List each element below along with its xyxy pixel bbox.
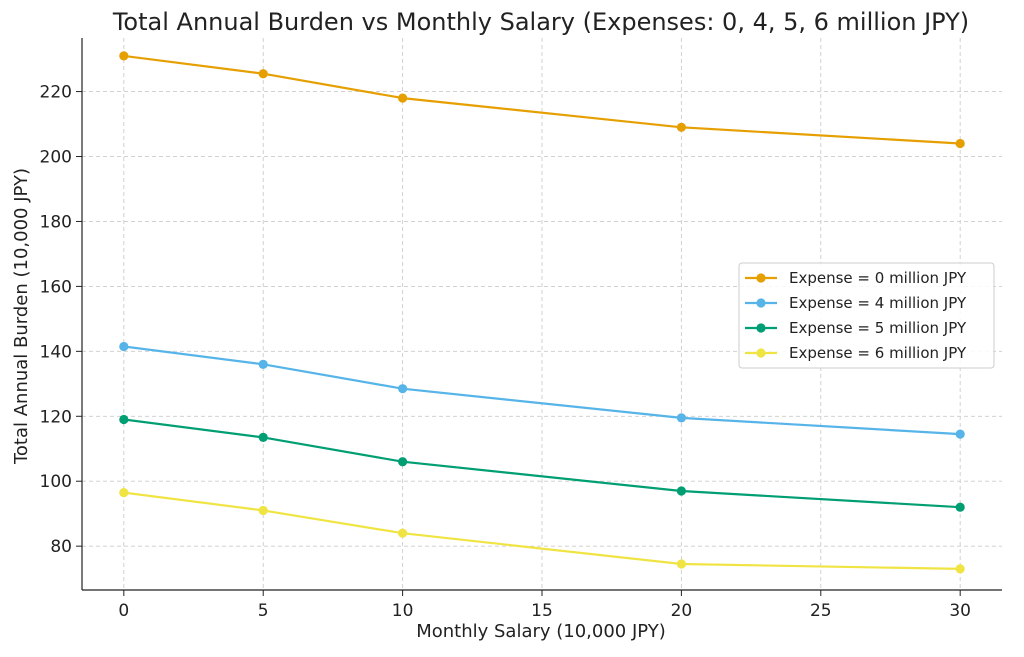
legend-label: Expense = 5 million JPY (789, 319, 967, 337)
series-lines (119, 51, 965, 574)
legend: Expense = 0 million JPY Expense = 4 milli… (738, 262, 995, 369)
data-point-series-3 (258, 505, 268, 516)
y-tick-label: 160 (40, 277, 72, 297)
tick-labels: 0 5 10 15 20 25 30 80 100 120 140 160 180 200 220 (40, 83, 971, 621)
data-point-series-1 (955, 429, 965, 439)
data-point-series-3 (955, 564, 965, 574)
y-tick-label: 100 (40, 472, 72, 492)
data-point-series-0 (955, 138, 965, 149)
data-point-series-1 (398, 384, 408, 394)
data-point-series-0 (676, 122, 686, 132)
data-point-series-1 (676, 413, 686, 423)
data-point-series-3 (119, 487, 129, 498)
legend-swatch-marker (756, 298, 766, 308)
legend-label: Expense = 4 million JPY (789, 294, 967, 312)
data-point-series-0 (119, 51, 129, 61)
data-point-series-3 (398, 528, 408, 538)
x-tick-label: 5 (258, 601, 269, 621)
data-point-series-2 (676, 486, 686, 496)
y-tick-label: 180 (40, 212, 72, 232)
data-point-series-3 (676, 559, 686, 569)
legend-label: Expense = 0 million JPY (789, 269, 967, 287)
chart-title: Total Annual Burden vs Monthly Salary (E… (112, 8, 969, 36)
data-point-series-2 (119, 414, 129, 425)
x-tick-label: 10 (392, 601, 414, 621)
data-point-series-1 (258, 359, 268, 369)
x-tick-label: 15 (531, 601, 553, 621)
data-point-series-2 (258, 432, 268, 442)
legend-swatch-marker (756, 323, 766, 333)
legend-swatch-marker (756, 348, 766, 358)
y-tick-label: 220 (40, 83, 72, 103)
y-tick-label: 140 (40, 342, 72, 362)
data-point-series-0 (258, 69, 268, 79)
x-tick-label: 0 (118, 601, 129, 621)
data-point-series-2 (398, 457, 408, 467)
x-tick-label: 30 (949, 601, 971, 621)
y-tick-label: 120 (40, 407, 72, 427)
data-point-series-0 (398, 93, 408, 103)
axes (76, 38, 1002, 596)
x-tick-label: 25 (810, 601, 832, 621)
data-point-series-2 (955, 502, 965, 512)
legend-swatch-marker (756, 273, 766, 283)
y-axis-label: Total Annual Burden (10,000 JPY) (11, 168, 32, 465)
y-tick-label: 80 (50, 537, 72, 557)
data-point-series-1 (119, 341, 129, 352)
x-axis-label: Monthly Salary (10,000 JPY) (416, 621, 666, 642)
x-tick-label: 20 (671, 601, 693, 621)
legend-label: Expense = 6 million JPY (789, 344, 967, 362)
y-tick-label: 200 (40, 148, 72, 168)
legend-box (738, 262, 995, 369)
